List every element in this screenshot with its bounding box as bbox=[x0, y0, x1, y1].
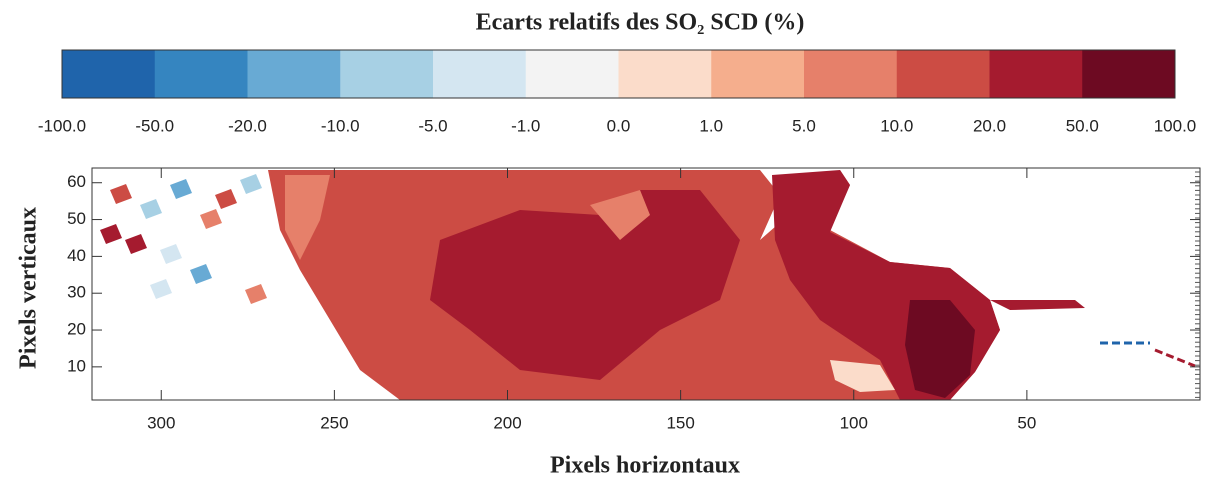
y-tick-label: 50 bbox=[67, 209, 86, 228]
x-tick-label: 100 bbox=[840, 413, 868, 432]
fragment bbox=[200, 209, 222, 229]
region-extreme bbox=[905, 300, 975, 398]
colorbar-tick-label: 5.0 bbox=[792, 116, 816, 135]
region-very-high bbox=[430, 190, 740, 380]
colorbar-tick-label: -50.0 bbox=[135, 116, 174, 135]
colorbar-segment bbox=[989, 50, 1083, 98]
y-axis-label: Pixels verticaux bbox=[16, 207, 42, 369]
y-tick-label: 20 bbox=[67, 320, 86, 339]
fringe bbox=[1154, 348, 1196, 368]
x-tick-label: 250 bbox=[320, 413, 348, 432]
colorbar-segment bbox=[1082, 50, 1176, 98]
colorbar-tick-label: -100.0 bbox=[38, 116, 86, 135]
fragment bbox=[140, 199, 162, 219]
plot-frame bbox=[91, 167, 1201, 401]
chart-title: Ecarts relatifs des SO₂ SCD (%) bbox=[476, 10, 805, 36]
y-tick-label: 10 bbox=[67, 356, 86, 375]
fragment bbox=[170, 179, 192, 199]
colorbar-tick-label: 1.0 bbox=[699, 116, 723, 135]
x-tick-label: 300 bbox=[147, 413, 175, 432]
colorbar-tick-label: 20.0 bbox=[973, 116, 1006, 135]
fragment bbox=[125, 234, 147, 254]
colorbar-frame bbox=[61, 49, 1176, 99]
x-tick-label: 200 bbox=[493, 413, 521, 432]
colorbar-segment bbox=[433, 50, 527, 98]
y-tick-label: 60 bbox=[67, 172, 86, 191]
fragment bbox=[160, 244, 182, 264]
x-axis-label: Pixels horizontaux bbox=[550, 453, 740, 479]
fragment bbox=[245, 284, 267, 304]
colorbar-segment bbox=[711, 50, 805, 98]
fragment bbox=[240, 174, 262, 194]
colorbar-tick-label: 50.0 bbox=[1066, 116, 1099, 135]
fragment bbox=[110, 184, 132, 204]
colorbar-segment bbox=[525, 50, 619, 98]
colorbar-segment bbox=[618, 50, 712, 98]
contour-map bbox=[100, 170, 1196, 400]
colorbar-tick-label: -10.0 bbox=[321, 116, 360, 135]
x-tick-label: 50 bbox=[1017, 413, 1036, 432]
colorbar-segment bbox=[896, 50, 990, 98]
region-strip bbox=[990, 300, 1085, 310]
colorbar-tick-label: -20.0 bbox=[228, 116, 267, 135]
x-tick-label: 150 bbox=[666, 413, 694, 432]
region-moderate bbox=[285, 175, 330, 260]
colorbar-tick-label: 10.0 bbox=[880, 116, 913, 135]
colorbar-segment bbox=[154, 50, 248, 98]
fragment bbox=[215, 189, 237, 209]
colorbar-tick-label: 0.0 bbox=[607, 116, 631, 135]
region-gap bbox=[830, 360, 895, 392]
colorbar-segment bbox=[340, 50, 434, 98]
fragment bbox=[150, 279, 172, 299]
y-tick-label: 40 bbox=[67, 246, 86, 265]
fragment bbox=[100, 224, 122, 244]
colorbar-segment bbox=[62, 50, 156, 98]
colorbar-tick-label: 100.0 bbox=[1154, 116, 1197, 135]
region-moderate bbox=[590, 190, 650, 240]
fragment bbox=[190, 264, 212, 284]
y-tick-label: 30 bbox=[67, 283, 86, 302]
colorbar-segment bbox=[247, 50, 341, 98]
colorbar-tick-label: -1.0 bbox=[511, 116, 540, 135]
colorbar-segment bbox=[804, 50, 898, 98]
colorbar-tick-label: -5.0 bbox=[418, 116, 447, 135]
